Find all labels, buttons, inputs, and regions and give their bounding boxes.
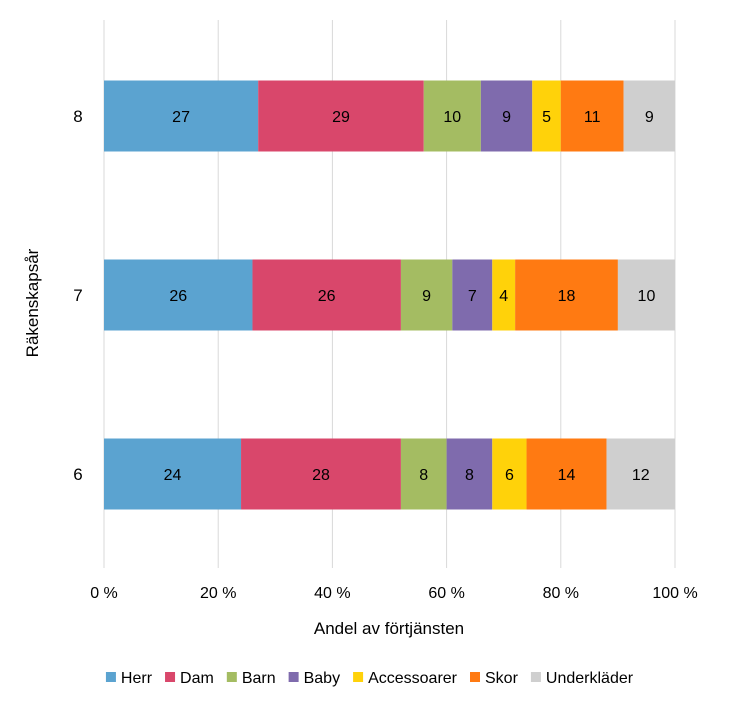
bar-segment bbox=[480, 80, 533, 152]
data-label: 27 bbox=[172, 109, 190, 126]
legend-swatch bbox=[353, 672, 364, 682]
legend-item: Barn bbox=[226, 670, 276, 687]
bar-segment bbox=[400, 438, 447, 510]
bar-segment bbox=[492, 259, 516, 331]
legend-item: Accessoarer bbox=[353, 670, 458, 687]
data-label: 14 bbox=[558, 467, 576, 484]
bar-segment bbox=[104, 80, 259, 152]
legend-label: Underkläder bbox=[546, 670, 634, 687]
bar-segment bbox=[526, 438, 607, 510]
bar-segment bbox=[400, 259, 453, 331]
data-label: 10 bbox=[638, 288, 656, 305]
legend-swatch bbox=[288, 672, 299, 682]
legend-item: Baby bbox=[288, 670, 340, 687]
data-label: 6 bbox=[505, 467, 514, 484]
bar-segment bbox=[560, 80, 624, 152]
data-label: 9 bbox=[422, 288, 431, 305]
legend-swatch bbox=[105, 672, 116, 682]
bar-segment bbox=[606, 438, 675, 510]
data-label: 9 bbox=[645, 109, 654, 126]
legend-item: Underkläder bbox=[530, 670, 634, 687]
y-tick-labels: 6 7 8 bbox=[73, 107, 82, 484]
bar-segment bbox=[258, 80, 424, 152]
data-label: 8 bbox=[465, 467, 474, 484]
y-tick-label: 8 bbox=[73, 107, 82, 126]
data-label: 10 bbox=[443, 109, 461, 126]
x-tick-labels: 0 % 20 % 40 % 60 % 80 % 100 % bbox=[90, 585, 697, 602]
bar-segment bbox=[492, 438, 527, 510]
x-tick-label: 80 % bbox=[543, 585, 579, 602]
data-label: 26 bbox=[318, 288, 336, 305]
legend-label: Baby bbox=[304, 670, 340, 687]
legend-label: Barn bbox=[242, 670, 276, 687]
data-label: 18 bbox=[558, 288, 576, 305]
bar-segment bbox=[252, 259, 401, 331]
legend: Herr Dam Barn Baby Accessoarer Skor Underkläde… bbox=[105, 670, 634, 687]
data-label: 11 bbox=[584, 109, 601, 126]
x-tick-label: 40 % bbox=[314, 585, 350, 602]
bar-segment bbox=[623, 80, 675, 152]
bar-segment bbox=[104, 259, 253, 331]
x-axis-label: Andel av förtjänsten bbox=[314, 619, 464, 638]
data-label: 24 bbox=[164, 467, 182, 484]
data-label: 26 bbox=[169, 288, 187, 305]
bar-segment bbox=[617, 259, 675, 331]
bar-series: 24 28 8 8 6 14 12 26 26 9 7 4 18 10 27 29 10 9 5 11 9 bbox=[104, 80, 675, 510]
bar-segment bbox=[515, 259, 618, 331]
legend-item: Herr bbox=[105, 670, 153, 687]
legend-swatch bbox=[226, 672, 237, 682]
legend-item: Skor bbox=[470, 670, 519, 687]
y-tick-label: 6 bbox=[73, 465, 82, 484]
x-tick-label: 20 % bbox=[200, 585, 236, 602]
legend-label: Dam bbox=[180, 670, 214, 687]
x-tick-label: 100 % bbox=[652, 585, 697, 602]
legend-swatch bbox=[470, 672, 481, 682]
data-label: 4 bbox=[499, 288, 508, 305]
x-tick-label: 0 % bbox=[90, 585, 118, 602]
data-label: 8 bbox=[419, 467, 428, 484]
bar-segment bbox=[104, 438, 242, 510]
data-label: 9 bbox=[502, 109, 511, 126]
data-label: 5 bbox=[542, 109, 551, 126]
legend-swatch bbox=[165, 672, 176, 682]
data-label: 12 bbox=[632, 467, 650, 484]
legend-label: Accessoarer bbox=[368, 670, 458, 687]
x-tick-label: 60 % bbox=[428, 585, 464, 602]
bar-segment bbox=[446, 438, 493, 510]
bar-segment bbox=[241, 438, 401, 510]
legend-item: Dam bbox=[165, 670, 214, 687]
y-axis-label: Räkenskapsår bbox=[23, 248, 42, 357]
data-label: 7 bbox=[468, 288, 477, 305]
bar-segment bbox=[532, 80, 561, 152]
bar-segment bbox=[452, 259, 493, 331]
data-label: 28 bbox=[312, 467, 330, 484]
bar-segment bbox=[423, 80, 481, 152]
data-label: 29 bbox=[332, 109, 350, 126]
legend-label: Skor bbox=[485, 670, 519, 687]
y-tick-label: 7 bbox=[73, 286, 82, 305]
legend-swatch bbox=[530, 672, 541, 682]
legend-label: Herr bbox=[121, 670, 153, 687]
